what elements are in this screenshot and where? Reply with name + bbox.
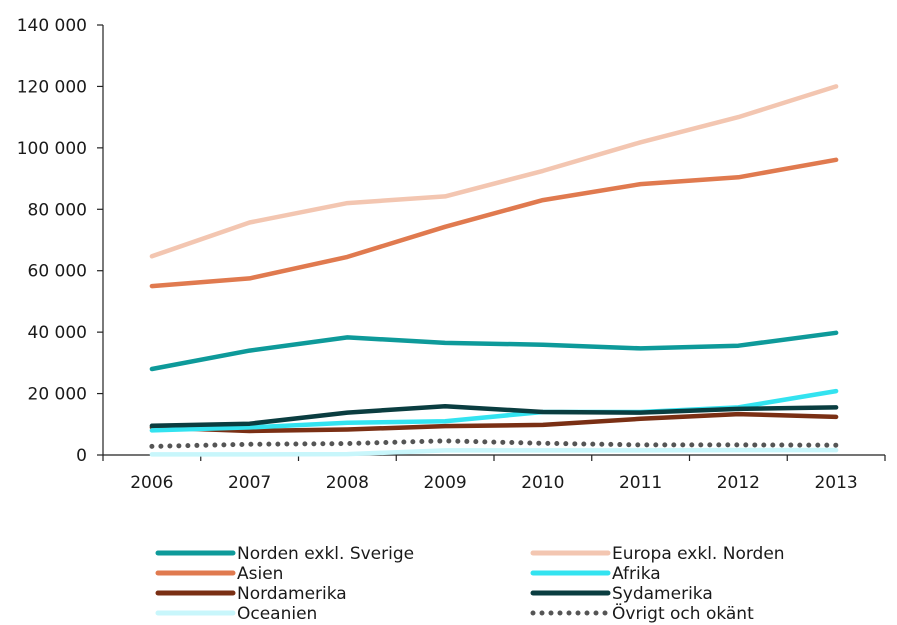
series-line-4 xyxy=(149,411,839,434)
x-tick-label: 2010 xyxy=(521,473,564,493)
x-tick-label: 2008 xyxy=(326,473,369,493)
x-tick-label: 2007 xyxy=(228,473,271,493)
legend-label-4: Nordamerika xyxy=(237,584,347,604)
x-tick-label: 2009 xyxy=(423,473,466,493)
series-line-7 xyxy=(149,438,839,449)
x-tick-label: 2012 xyxy=(717,473,760,493)
legend-label-0: Norden exkl. Sverige xyxy=(237,544,414,564)
y-axis: 0 20 000 40 000 60 000 80 000 100 000 120 000 1… xyxy=(17,16,103,466)
x-axis: 2006 2007 2008 2009 2010 2011 2012 2013 xyxy=(102,455,886,493)
y-tick-label: 20 000 xyxy=(28,385,87,405)
legend-label-2: Asien xyxy=(237,564,283,584)
series-line-5 xyxy=(149,403,839,429)
y-tick-label: 60 000 xyxy=(28,262,87,282)
series-line-1 xyxy=(149,84,839,259)
x-tick-label: 2011 xyxy=(619,473,662,493)
y-tick-label: 80 000 xyxy=(28,200,87,220)
legend-label-7: Övrigt och okänt xyxy=(612,602,754,624)
y-tick-label: 40 000 xyxy=(28,323,87,343)
series-lines xyxy=(149,84,839,457)
legend-label-1: Europa exkl. Norden xyxy=(612,544,785,564)
series-line-2 xyxy=(149,157,839,289)
legend-label-5: Sydamerika xyxy=(612,584,713,604)
x-tick-label: 2006 xyxy=(130,473,173,493)
legend-label-3: Afrika xyxy=(612,564,661,584)
y-tick-label: 120 000 xyxy=(17,77,87,97)
series-line-6 xyxy=(149,447,839,457)
x-tick-label: 2013 xyxy=(814,473,857,493)
chart-axes xyxy=(102,25,885,456)
y-tick-label: 0 xyxy=(76,446,87,466)
legend: Norden exkl. Sverige Europa exkl. NordenA… xyxy=(155,544,785,624)
y-tick-label: 140 000 xyxy=(17,16,87,36)
legend-label-6: Oceanien xyxy=(237,604,317,624)
y-tick-label: 100 000 xyxy=(17,139,87,159)
series-line-0 xyxy=(149,330,839,372)
